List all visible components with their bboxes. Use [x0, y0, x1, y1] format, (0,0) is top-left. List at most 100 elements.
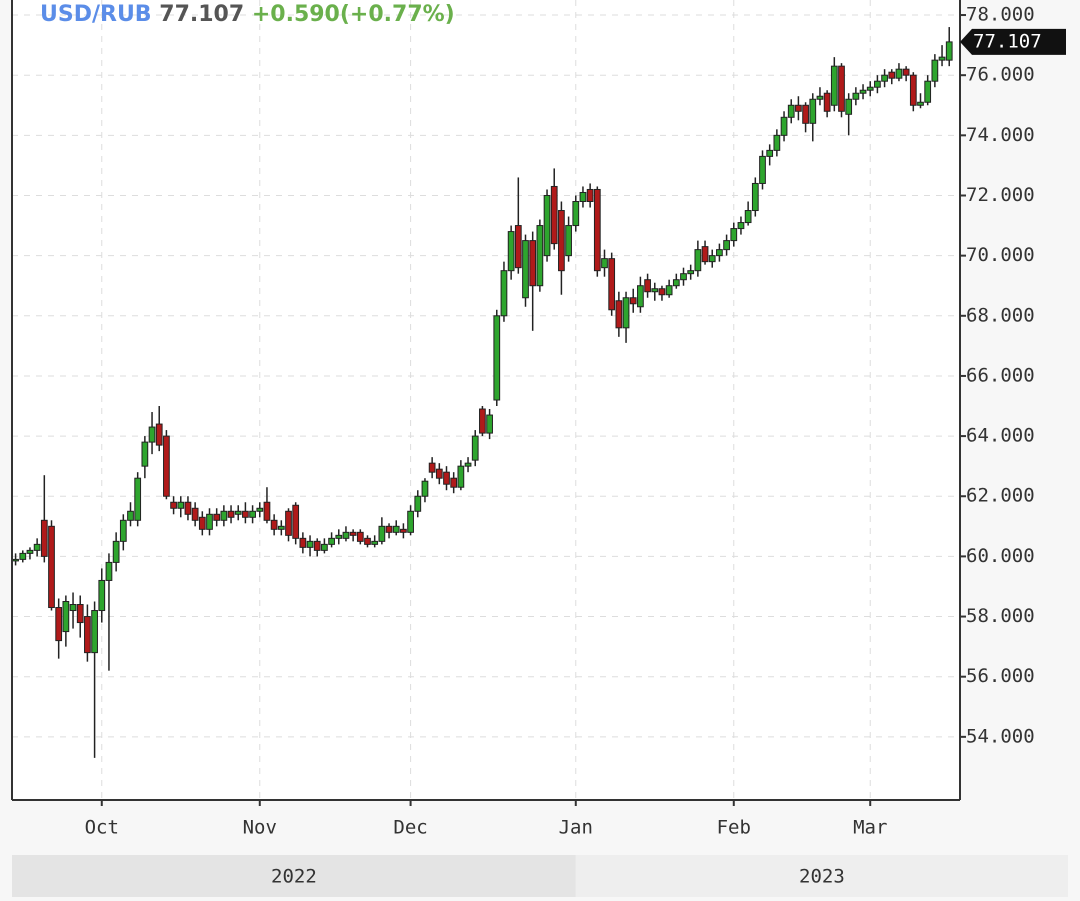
candle-body	[450, 477, 458, 488]
candle-body	[586, 188, 594, 203]
candle-body	[888, 71, 896, 79]
candle-body	[737, 222, 745, 230]
candle-body	[744, 210, 752, 224]
y-tick-label: 62.000	[966, 485, 1035, 507]
candle-body	[543, 194, 551, 257]
candle-body	[622, 297, 630, 329]
candle-body	[550, 185, 558, 245]
candle-body	[277, 525, 285, 530]
candle-body	[514, 225, 522, 269]
candle-body	[48, 525, 55, 609]
candle-body	[19, 552, 27, 560]
candle-body	[601, 258, 608, 269]
candle-body	[184, 501, 192, 515]
candle-body	[457, 465, 465, 488]
candle-body	[845, 98, 853, 115]
candle-body	[191, 507, 199, 521]
candle-body	[874, 80, 881, 88]
chart-title: USD/RUB	[40, 2, 152, 27]
plot-area	[12, 0, 960, 800]
candle-body	[665, 285, 673, 296]
year-band	[575, 855, 1068, 897]
candle-body	[313, 540, 321, 551]
candle-body	[234, 510, 242, 515]
candle-body	[500, 270, 508, 317]
candle-body	[644, 279, 651, 293]
candle-body	[91, 610, 98, 654]
candle-body	[105, 561, 113, 581]
candle-body	[787, 104, 795, 118]
candle-body	[558, 210, 565, 272]
candle-body	[55, 607, 63, 642]
candle-body	[780, 116, 788, 136]
candle-body	[407, 510, 414, 533]
candle-body	[263, 501, 271, 521]
y-tick-label: 64.000	[966, 425, 1035, 447]
candle-body	[220, 510, 228, 521]
candle-body	[945, 41, 953, 61]
candle-body	[464, 462, 472, 467]
candle-body	[759, 155, 766, 184]
x-tick-label: Oct	[85, 817, 119, 839]
candle-body	[84, 616, 91, 654]
candle-body	[177, 501, 185, 509]
year-band	[12, 855, 576, 897]
candle-body	[198, 516, 206, 530]
y-tick-label: 78.000	[966, 4, 1035, 26]
candle-body	[249, 510, 256, 518]
candle-body	[62, 601, 70, 633]
candle-body	[435, 468, 443, 479]
candle-body	[364, 537, 371, 545]
candle-body	[170, 501, 177, 509]
y-tick-label: 56.000	[966, 665, 1035, 687]
candle-body	[751, 182, 759, 212]
candle-body	[522, 240, 529, 299]
candle-body	[816, 95, 824, 100]
candle-body	[931, 59, 939, 82]
candle-body	[881, 74, 888, 82]
candle-body	[680, 273, 687, 281]
last-price-tag	[960, 28, 1066, 55]
candle-body	[579, 191, 587, 203]
candle-body	[112, 540, 120, 563]
candle-body	[486, 414, 493, 434]
candle-body	[730, 228, 738, 242]
candle-body	[809, 98, 817, 124]
x-tick-label: Mar	[853, 817, 887, 839]
x-tick-label: Jan	[559, 817, 593, 839]
axes: 54.000 56.000 58.000 60.000 62.000 64.000 66.0…	[12, 4, 1068, 897]
candle-body	[335, 534, 343, 539]
candle-body	[33, 543, 41, 551]
last-price: 77.107	[159, 2, 244, 27]
candle-body	[40, 519, 48, 557]
candle-body	[163, 435, 170, 497]
candle-body	[716, 249, 723, 257]
candle-body	[479, 408, 486, 434]
candle-body	[321, 543, 328, 551]
candle-body	[292, 504, 300, 539]
candle-body	[471, 435, 479, 461]
candle-body	[902, 68, 910, 76]
candle-body	[565, 225, 572, 257]
candle-body	[392, 525, 400, 533]
candle-body	[909, 74, 917, 106]
candle-body	[342, 531, 350, 539]
candle-body	[356, 531, 364, 542]
candle-body	[328, 537, 335, 545]
candle-body	[414, 495, 422, 512]
candle-body	[141, 441, 149, 467]
candle-body	[421, 480, 429, 497]
candle-body	[694, 249, 702, 272]
candle-body	[270, 519, 278, 530]
price-change: +0.590(+0.77%)	[252, 2, 455, 27]
y-tick-label: 58.000	[966, 605, 1035, 627]
candle-body	[306, 540, 314, 548]
candle-body	[672, 279, 680, 287]
candle-body	[127, 510, 134, 521]
y-tick-label: 66.000	[966, 364, 1035, 386]
candle-body	[917, 101, 924, 106]
candle-body	[651, 288, 659, 293]
candle-body	[615, 300, 623, 329]
candle-body	[155, 423, 163, 446]
